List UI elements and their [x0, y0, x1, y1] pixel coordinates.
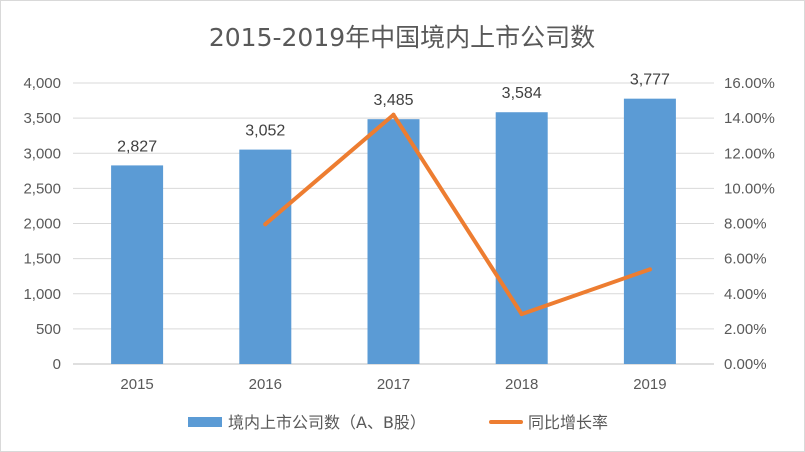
- bar-data-label: 3,052: [245, 123, 285, 140]
- line-series: [263, 112, 652, 317]
- x-tick-label: 2018: [505, 376, 538, 393]
- x-axis: 2015 2016 2017 2018 2019: [120, 376, 666, 393]
- line-point: [647, 267, 652, 272]
- line-point: [263, 222, 268, 227]
- y-right-tick-label: 6.00%: [724, 251, 767, 268]
- y-right-tick-label: 4.00%: [724, 286, 767, 303]
- y-right-tick-label: 14.00%: [724, 110, 775, 127]
- bar: [239, 149, 292, 364]
- y-right-tick-label: 10.00%: [724, 180, 775, 197]
- y-left-tick-label: 500: [36, 321, 61, 338]
- y-left-tick-label: 3,000: [23, 145, 61, 162]
- legend: 境内上市公司数（A、B股） 同比增长率: [188, 413, 608, 432]
- y-left-tick-label: 2,500: [23, 180, 61, 197]
- bar-data-label: 3,584: [502, 85, 542, 102]
- y-axis-right: 0.00% 2.00% 4.00% 6.00% 8.00% 10.00% 12.00% 14.…: [724, 75, 775, 373]
- bar-data-label: 3,777: [630, 72, 670, 89]
- bar: [367, 119, 420, 365]
- line-point: [519, 312, 524, 317]
- bar: [623, 98, 676, 365]
- x-tick-label: 2019: [633, 376, 666, 393]
- bar: [111, 165, 164, 364]
- y-right-tick-label: 16.00%: [724, 75, 775, 92]
- legend-label-bar: 境内上市公司数（A、B股）: [228, 413, 426, 432]
- x-tick-label: 2017: [377, 376, 410, 393]
- y-left-tick-label: 1,000: [23, 286, 61, 303]
- chart-title: 2015-2019年中国境内上市公司数: [209, 23, 595, 52]
- y-right-tick-label: 12.00%: [724, 145, 775, 162]
- bar-data-label: 3,485: [373, 92, 413, 109]
- bar-series: [111, 98, 676, 365]
- y-left-tick-label: 3,500: [23, 110, 61, 127]
- y-left-tick-label: 4,000: [23, 75, 61, 92]
- legend-bar-swatch: [188, 417, 222, 427]
- y-axis-left: 0 500 1,000 1,500 2,000 2,500 3,000 3,500 4,000: [23, 75, 61, 373]
- y-left-tick-label: 0: [53, 356, 61, 373]
- data-labels: 2,827 3,052 3,485 3,584 3,777: [117, 72, 670, 156]
- y-right-tick-label: 0.00%: [724, 356, 767, 373]
- legend-label-line: 同比增长率: [528, 413, 608, 432]
- x-tick-label: 2016: [249, 376, 282, 393]
- bar-data-label: 2,827: [117, 138, 157, 155]
- y-left-tick-label: 1,500: [23, 251, 61, 268]
- growth-rate-line: [263, 112, 652, 317]
- y-left-tick-label: 2,000: [23, 216, 61, 233]
- x-tick-label: 2015: [120, 376, 153, 393]
- y-right-tick-label: 8.00%: [724, 216, 767, 233]
- bar: [495, 112, 548, 364]
- line-point: [391, 112, 396, 117]
- y-right-tick-label: 2.00%: [724, 321, 767, 338]
